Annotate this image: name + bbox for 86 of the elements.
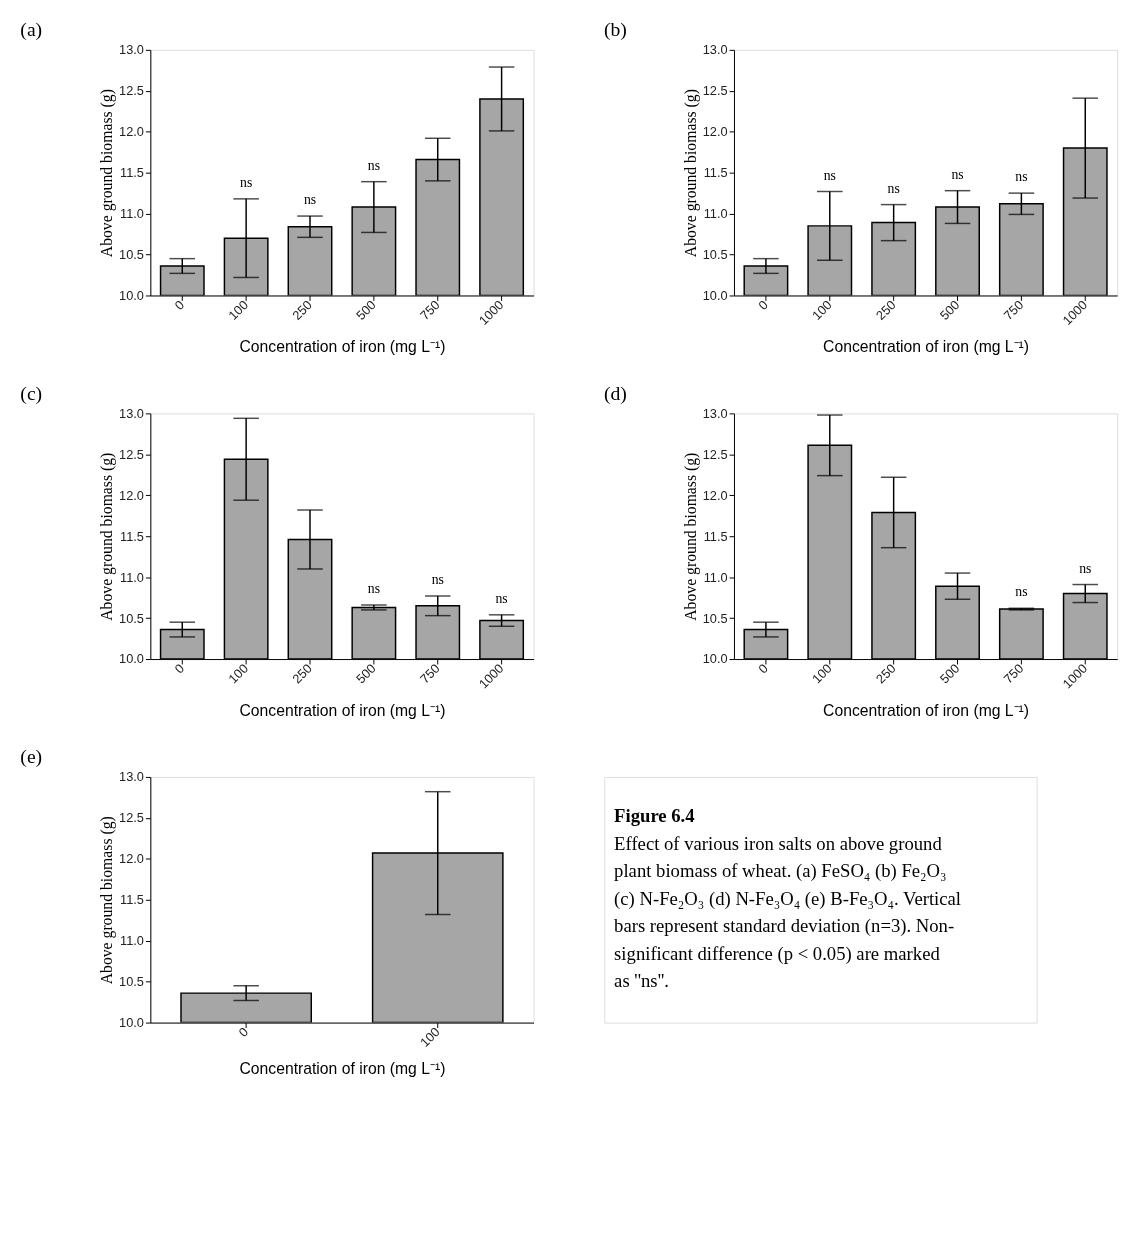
- x-tick-label: 0: [171, 297, 188, 313]
- x-axis-title: Concentration of iron (mg L⁻¹): [823, 338, 1030, 356]
- x-tick-label: 750: [416, 660, 443, 687]
- chart-title: (b): [603, 18, 627, 42]
- x-tick-label: 100: [809, 660, 835, 687]
- y-axis-title: Above ground biomass (g): [681, 89, 700, 258]
- y-tick-label: 11.5: [120, 892, 144, 908]
- y-tick-label: 10.5: [702, 610, 728, 626]
- chart-title: (c): [20, 381, 43, 405]
- annotation: ns: [1079, 560, 1092, 576]
- y-tick-label: 12.0: [119, 487, 144, 503]
- x-axis-title: Concentration of iron (mg L⁻¹): [239, 338, 446, 356]
- x-tick-label: 250: [872, 660, 899, 687]
- chart-title: (e): [20, 745, 43, 769]
- y-tick-label: 10.0: [119, 1015, 144, 1031]
- x-tick-label: 250: [872, 297, 899, 323]
- annotation: ns: [303, 192, 317, 208]
- x-tick-label: 500: [353, 660, 379, 687]
- x-tick-label: 250: [289, 660, 315, 687]
- annotation: ns: [367, 157, 380, 173]
- y-tick-label: 10.0: [119, 287, 144, 303]
- x-tick-label: 100: [416, 1024, 443, 1050]
- y-tick-label: 13.0: [702, 42, 728, 58]
- x-tick-label: 100: [225, 660, 252, 687]
- annotation: ns: [951, 166, 964, 182]
- x-tick-label: 0: [235, 1024, 252, 1040]
- x-tick-label: 750: [416, 297, 443, 323]
- annotation: ns: [823, 167, 836, 183]
- y-tick-label: 11.0: [703, 206, 728, 222]
- y-tick-label: 11.0: [120, 569, 144, 585]
- y-tick-label: 12.0: [702, 487, 728, 503]
- y-tick-label: 10.5: [119, 246, 144, 262]
- chart-title: (a): [20, 18, 43, 42]
- y-tick-label: 11.5: [120, 528, 144, 544]
- x-tick-label: 500: [353, 297, 379, 323]
- y-tick-label: 11.5: [120, 165, 144, 181]
- annotation: ns: [1015, 584, 1028, 600]
- y-tick-label: 11.5: [703, 528, 728, 544]
- annotation: ns: [887, 180, 900, 196]
- annotation: ns: [367, 581, 380, 597]
- annotation: ns: [240, 175, 253, 191]
- y-tick-label: 11.5: [703, 165, 728, 181]
- y-tick-label: 13.0: [119, 405, 144, 421]
- y-tick-label: 12.5: [702, 83, 728, 99]
- y-axis-title: Above ground biomass (g): [98, 816, 117, 985]
- y-tick-label: 11.0: [120, 206, 144, 222]
- y-tick-label: 12.0: [119, 124, 144, 140]
- y-tick-label: 12.5: [702, 446, 728, 462]
- x-tick-label: 750: [1000, 297, 1027, 323]
- x-tick-label: 0: [171, 660, 188, 677]
- x-tick-label: 500: [936, 660, 963, 687]
- caption: Figure 6.4: [614, 805, 695, 827]
- y-axis-title: Above ground biomass (g): [681, 452, 700, 621]
- x-tick-label: 750: [1000, 660, 1027, 687]
- y-tick-label: 10.0: [702, 651, 728, 667]
- y-tick-label: 10.5: [119, 610, 144, 626]
- annotation: ns: [495, 591, 508, 607]
- x-axis-title: Concentration of iron (mg L⁻¹): [239, 1060, 446, 1078]
- annotation: ns: [431, 572, 444, 588]
- y-tick-label: 12.5: [119, 83, 144, 99]
- x-tick-label: 500: [936, 297, 963, 323]
- y-tick-label: 10.5: [702, 246, 728, 262]
- x-tick-label: 250: [289, 297, 315, 323]
- y-tick-label: 12.5: [119, 446, 144, 462]
- y-axis-title: Above ground biomass (g): [98, 89, 117, 258]
- x-axis-title: Concentration of iron (mg L⁻¹): [823, 701, 1030, 719]
- chart-title: (d): [603, 381, 627, 405]
- y-tick-label: 10.0: [119, 651, 144, 667]
- text: Effect of various iron salts on above ground plant biomass of wheat. (a) FeSO₄ (b) Fe₂O₃ (c) N-Fe₂O₃ (d) N-Fe₃O₄ (e) B-Fe₃O₄. Vertical bars represent standard deviation (n=3). Non-significant difference (p < 0.05) are marked as ''ns''.: [614, 832, 962, 992]
- y-tick-label: 10.0: [702, 287, 728, 303]
- x-tick-label: 0: [755, 297, 771, 313]
- y-tick-label: 12.0: [119, 851, 144, 867]
- y-tick-label: 13.0: [702, 405, 728, 421]
- x-tick-label: 100: [809, 297, 835, 323]
- y-tick-label: 13.0: [119, 769, 144, 785]
- y-tick-label: 13.0: [119, 42, 144, 58]
- x-tick-label: 0: [755, 660, 771, 677]
- y-axis-title: Above ground biomass (g): [98, 452, 117, 621]
- y-tick-label: 11.0: [703, 569, 728, 585]
- y-tick-label: 12.0: [702, 124, 728, 140]
- y-tick-label: 11.0: [120, 933, 144, 949]
- x-axis-title: Concentration of iron (mg L⁻¹): [239, 701, 446, 719]
- x-tick-label: 100: [225, 297, 252, 323]
- annotation: ns: [1015, 169, 1028, 185]
- y-tick-label: 10.5: [119, 974, 144, 990]
- y-tick-label: 12.5: [119, 810, 144, 826]
